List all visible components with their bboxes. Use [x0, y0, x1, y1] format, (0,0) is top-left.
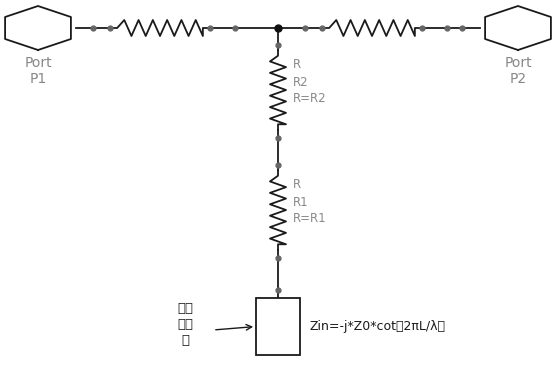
Text: Zin=-j*Z0*cot（2πL/λ）: Zin=-j*Z0*cot（2πL/λ）	[310, 320, 446, 333]
Text: Port
P2: Port P2	[504, 56, 532, 86]
Text: R
R1
R=R1: R R1 R=R1	[293, 179, 326, 226]
Bar	[256, 298, 300, 355]
Text: R
R2
R=R2: R R2 R=R2	[293, 59, 326, 106]
Text: Port
P1: Port P1	[24, 56, 52, 86]
Text: 开路
短截
线: 开路 短截 线	[177, 303, 193, 348]
